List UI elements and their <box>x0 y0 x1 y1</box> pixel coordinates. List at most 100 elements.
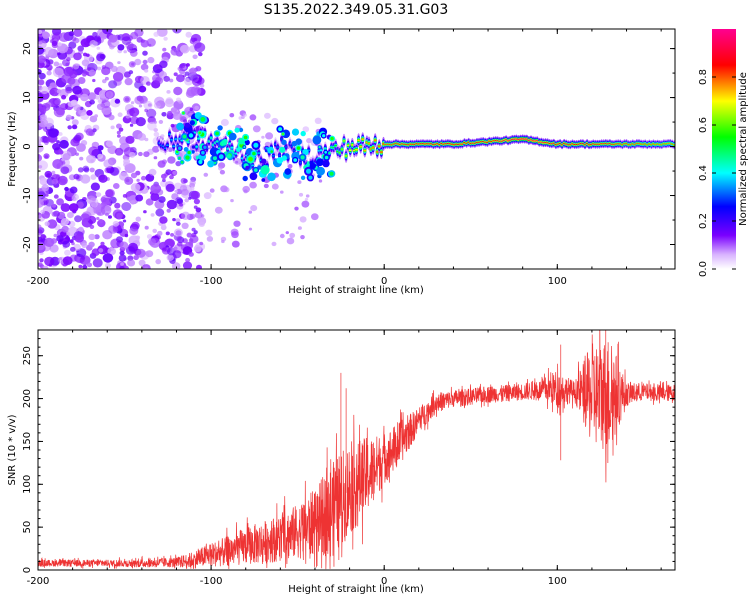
spectrogram-noise-cell <box>209 188 215 193</box>
spectrogram-noise-cell <box>193 244 202 253</box>
spectrogram-noise-cell <box>38 55 46 64</box>
spectrogram-noise-cell <box>53 107 65 118</box>
spectrogram-ridge-cell <box>265 146 269 150</box>
spectrogram-noise-cell <box>175 218 181 223</box>
spectrogram-ridge-cell <box>322 134 326 138</box>
spectrogram-noise-cell <box>92 258 103 268</box>
spectrogram-noise-cell <box>88 146 99 156</box>
spectrogram-noise-cell <box>229 113 235 118</box>
spectrogram-noise-cell <box>304 197 309 201</box>
spectrogram-noise-cell <box>180 44 190 54</box>
spectrogram-noise-cell <box>193 198 200 205</box>
spectrogram-noise-cell <box>102 79 107 84</box>
spectrogram-ridge-cell <box>316 166 325 176</box>
spectrogram-noise-cell <box>287 164 293 169</box>
spectrogram-ridge-cell <box>327 152 332 154</box>
spectrogram-noise-cell <box>52 143 61 151</box>
spectrogram-ridge-cell <box>182 111 185 115</box>
spectrogram-noise-cell <box>129 151 136 158</box>
spectrogram-noise-cell <box>170 47 180 56</box>
spectrogram-ridge-cell <box>187 150 191 155</box>
spectrogram-noise-cell <box>62 240 71 248</box>
spectrogram-noise-cell <box>249 114 257 121</box>
spectrogram-noise-cell <box>53 194 59 199</box>
spectrogram-noise-cell <box>38 110 41 116</box>
spectrogram-ridge-cell <box>292 150 296 152</box>
spectrogram-noise-cell <box>110 65 118 73</box>
spectrogram-noise-cell <box>143 100 153 110</box>
spectrogram-noise-cell <box>148 43 152 47</box>
spectrogram-ridge-cell <box>302 148 309 156</box>
spectrogram-noise-cell <box>82 264 88 269</box>
spectrogram-noise-cell <box>150 183 162 194</box>
spectrogram-noise-cell <box>182 261 193 269</box>
spectrogram-noise-cell <box>141 175 146 181</box>
spectrogram-ridge-cell <box>672 144 675 146</box>
spectrogram-noise-cell <box>86 110 93 116</box>
spectrogram-noise-cell <box>199 241 204 246</box>
spectrogram-ridge-cell <box>230 146 234 149</box>
spectrogram-ridge-cell <box>180 160 184 164</box>
spectrogram-noise-cell <box>142 59 148 65</box>
spectrogram-noise-cell <box>60 218 70 226</box>
spectrogram-noise-cell <box>110 125 115 130</box>
spectrogram-noise-cell <box>122 194 127 198</box>
spectrogram-noise-cell <box>184 198 189 203</box>
spectrogram-noise-cell <box>73 29 83 37</box>
colorbar-gradient <box>712 29 736 269</box>
spectrogram-noise-cell <box>220 236 227 242</box>
spectrogram-noise-cell <box>172 111 182 120</box>
spectrogram-ridge-cell <box>185 155 190 160</box>
spectrogram-ridge-cell <box>324 155 329 160</box>
spectrogram-noise-cell <box>135 216 142 222</box>
spectrogram-noise-cell <box>166 254 174 261</box>
spectrogram-noise-cell <box>248 210 253 214</box>
spectrogram-noise-cell <box>135 117 146 127</box>
spectrogram-noise-cell <box>135 235 141 240</box>
spectrogram-noise-cell <box>203 172 209 177</box>
spectrogram-noise-cell <box>219 169 225 175</box>
figure-title: S135.2022.349.05.31.G03 <box>264 2 449 18</box>
spectrogram-noise-cell <box>42 31 50 39</box>
spectrogram-noise-cell <box>38 160 48 171</box>
spectrogram-noise-cell <box>88 69 96 77</box>
spectrogram-noise-cell <box>252 125 261 133</box>
spectrogram-noise-cell <box>38 72 46 80</box>
spectrogram-noise-cell <box>188 241 194 246</box>
spectrogram-noise-cell <box>71 119 79 126</box>
spectrogram-noise-cell <box>42 265 49 269</box>
spectrogram-noise-cell <box>118 254 127 262</box>
spectrogram-ridge-cell <box>198 159 203 165</box>
spectrogram-noise-cell <box>138 104 143 108</box>
spectrogram-noise-cell <box>94 95 100 100</box>
spectrogram-noise-cell <box>155 259 161 265</box>
spectrogram-noise-cell <box>126 43 138 54</box>
y-tick-label: -10 <box>22 187 33 203</box>
spectrogram-noise-cell <box>46 125 51 130</box>
colorbar-tick-label: 0.6 <box>698 117 709 133</box>
spectrogram-ridge-cell <box>316 158 324 167</box>
spectrogram-noise-cell <box>94 114 98 118</box>
spectrogram-noise-cell <box>38 198 44 208</box>
spectrogram-noise-cell <box>166 208 171 213</box>
spectrogram-noise-cell <box>53 61 60 67</box>
spectrogram-noise-cell <box>147 56 155 64</box>
spectrogram-noise-cell <box>117 44 125 51</box>
y-tick-label: 50 <box>22 521 33 534</box>
spectrogram-ridge-cell <box>354 148 359 151</box>
spectrogram-noise-cell <box>105 140 114 147</box>
x-tick-label: 100 <box>548 276 567 287</box>
spectrogram-ridge-cell <box>379 151 383 153</box>
spectrogram-noise-cell <box>157 230 163 236</box>
spectrogram-noise-cell <box>51 178 59 185</box>
spectrogram-noise-cell <box>285 231 289 235</box>
spectrogram-noise-cell <box>76 201 84 209</box>
spectrogram-noise-cell <box>96 53 105 62</box>
spectrogram-noise-cell <box>123 71 131 78</box>
spectrogram-noise-cell <box>205 229 213 236</box>
spectrogram-noise-cell <box>305 194 310 198</box>
spectrogram-noise-cell <box>187 71 198 81</box>
spectrogram-noise-cell <box>38 262 43 267</box>
spectrogram-noise-cell <box>108 215 112 219</box>
colorbar-tick-label: 0.2 <box>698 213 709 229</box>
